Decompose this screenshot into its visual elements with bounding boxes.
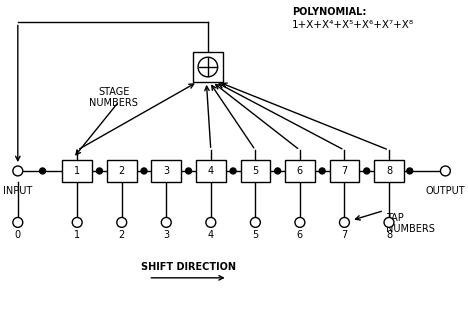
Circle shape bbox=[72, 217, 82, 227]
Circle shape bbox=[117, 217, 127, 227]
Text: 1: 1 bbox=[74, 166, 80, 176]
Circle shape bbox=[319, 168, 325, 174]
Circle shape bbox=[141, 168, 147, 174]
Text: TAP
NUMBERS: TAP NUMBERS bbox=[386, 213, 435, 234]
Circle shape bbox=[186, 168, 191, 174]
Text: 8: 8 bbox=[386, 166, 392, 176]
Circle shape bbox=[206, 217, 216, 227]
Bar bbox=[196, 160, 226, 182]
Circle shape bbox=[250, 217, 260, 227]
Text: 2: 2 bbox=[118, 230, 125, 240]
Text: OUTPUT: OUTPUT bbox=[425, 186, 465, 196]
Bar bbox=[107, 160, 137, 182]
Circle shape bbox=[230, 168, 236, 174]
Circle shape bbox=[440, 166, 450, 176]
Bar bbox=[285, 160, 315, 182]
Text: STAGE
NUMBERS: STAGE NUMBERS bbox=[89, 87, 138, 109]
Circle shape bbox=[384, 217, 394, 227]
Text: 1+X+X⁴+X⁵+X⁶+X⁷+X⁸: 1+X+X⁴+X⁵+X⁶+X⁷+X⁸ bbox=[292, 20, 414, 29]
Circle shape bbox=[13, 166, 23, 176]
Bar bbox=[329, 160, 359, 182]
Text: SHIFT DIRECTION: SHIFT DIRECTION bbox=[140, 262, 235, 272]
Bar bbox=[152, 160, 181, 182]
Text: 7: 7 bbox=[341, 230, 348, 240]
Circle shape bbox=[364, 168, 370, 174]
Circle shape bbox=[339, 217, 350, 227]
Circle shape bbox=[161, 217, 171, 227]
Bar bbox=[62, 160, 92, 182]
Text: 5: 5 bbox=[252, 230, 258, 240]
Circle shape bbox=[407, 168, 413, 174]
Circle shape bbox=[198, 57, 218, 77]
Text: 6: 6 bbox=[297, 230, 303, 240]
Text: 1: 1 bbox=[74, 230, 80, 240]
Text: 3: 3 bbox=[163, 230, 169, 240]
Text: INPUT: INPUT bbox=[3, 186, 32, 196]
Text: 6: 6 bbox=[297, 166, 303, 176]
Circle shape bbox=[13, 217, 23, 227]
Text: 4: 4 bbox=[208, 166, 214, 176]
Circle shape bbox=[275, 168, 281, 174]
Text: 4: 4 bbox=[208, 230, 214, 240]
Text: 5: 5 bbox=[252, 166, 258, 176]
Circle shape bbox=[96, 168, 102, 174]
Text: 7: 7 bbox=[341, 166, 348, 176]
Circle shape bbox=[295, 217, 305, 227]
Text: 8: 8 bbox=[386, 230, 392, 240]
Bar bbox=[374, 160, 404, 182]
Circle shape bbox=[40, 168, 45, 174]
Text: POLYNOMIAL:: POLYNOMIAL: bbox=[292, 7, 366, 17]
Text: 2: 2 bbox=[118, 166, 125, 176]
Text: 0: 0 bbox=[15, 230, 21, 240]
Bar bbox=[193, 52, 223, 82]
Bar bbox=[241, 160, 270, 182]
Text: 3: 3 bbox=[163, 166, 169, 176]
